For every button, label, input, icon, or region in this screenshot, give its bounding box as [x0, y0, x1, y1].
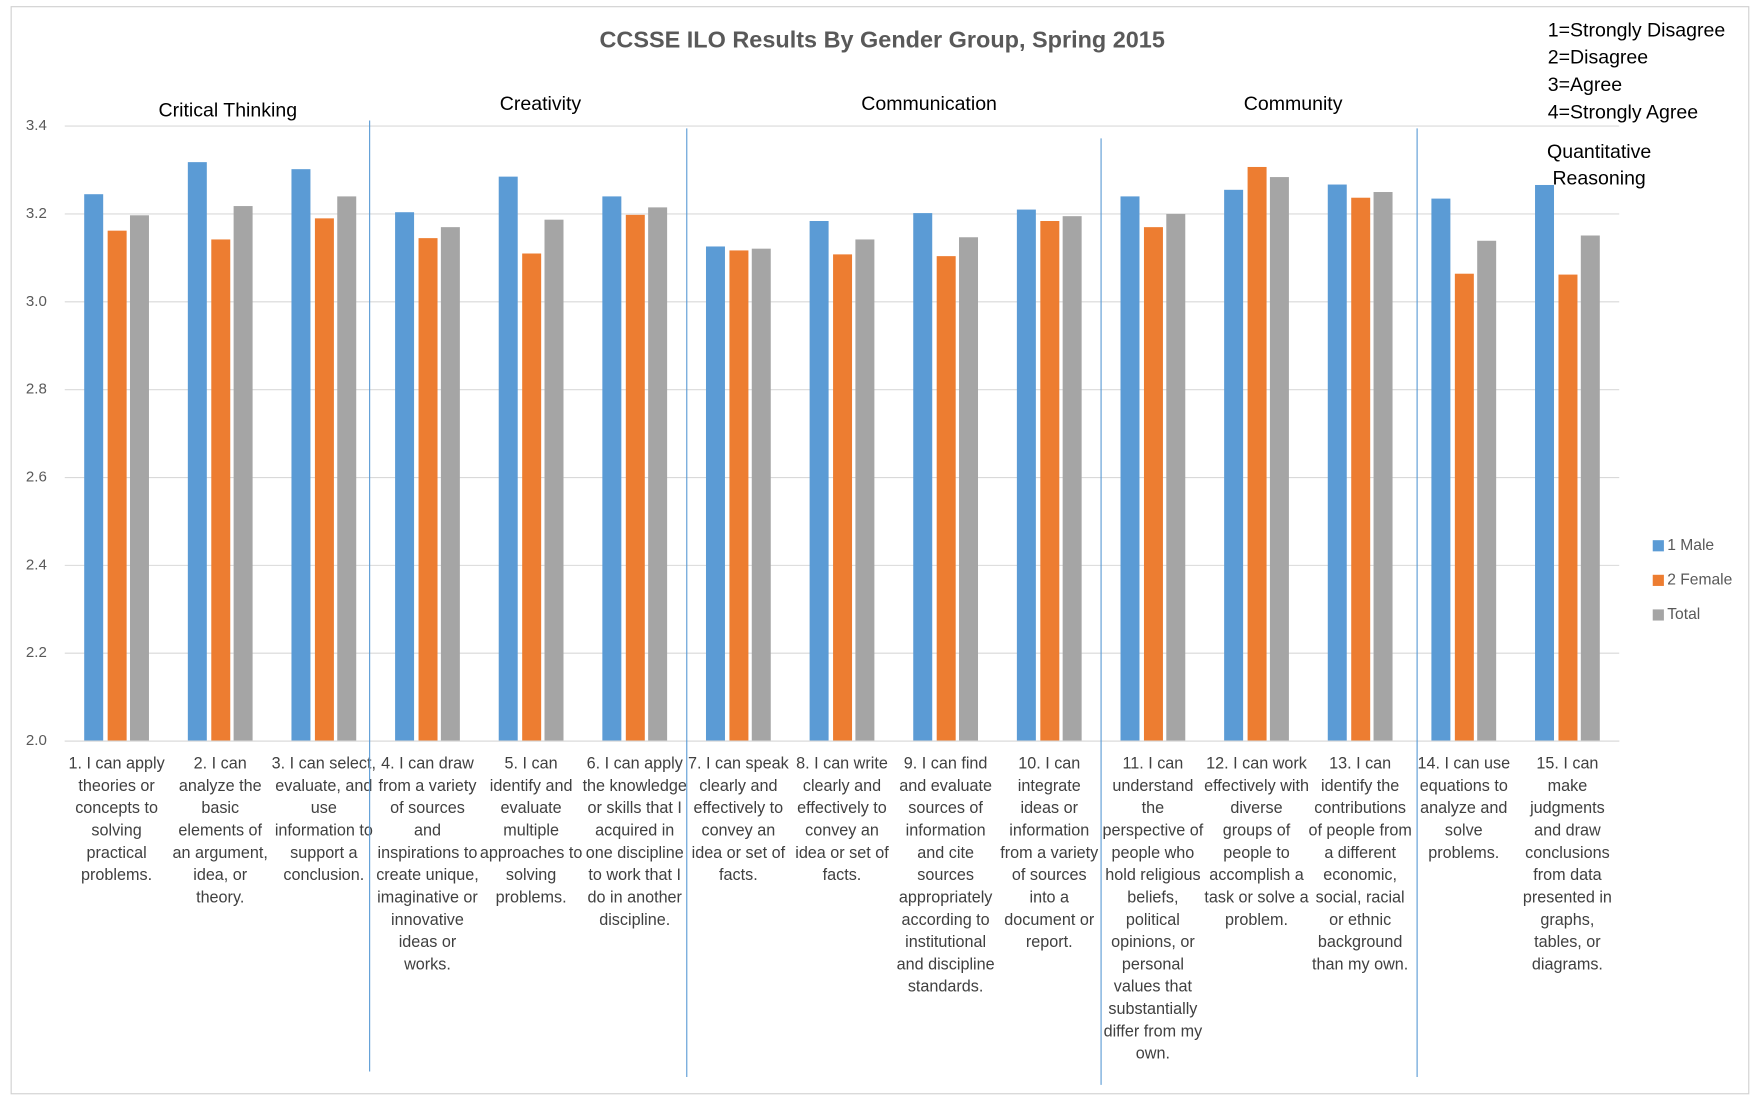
scale-note: 1=Strongly Disagree [1548, 19, 1725, 41]
bar [522, 253, 542, 742]
scale-note: 4=Strongly Agree [1548, 101, 1698, 123]
legend-label: Total [1667, 606, 1700, 623]
y-tick-label: 2.2 [26, 644, 47, 661]
bar [705, 246, 725, 742]
y-tick-label: 2.0 [26, 732, 47, 749]
bar [1269, 177, 1289, 742]
x-tick-label: 3. I can select, evaluate, and use informat… [272, 755, 376, 885]
bar [648, 207, 668, 742]
group-label: Communication [861, 93, 997, 115]
bar [1454, 273, 1474, 742]
bar [913, 213, 933, 742]
x-tick-label: 4. I can draw from a variety of sources and… [376, 755, 479, 974]
x-tick-label: 11. I can understand the perspective of peop… [1103, 755, 1204, 1063]
legend-label: 2 Female [1667, 571, 1732, 588]
bar [809, 220, 829, 742]
bar [1224, 189, 1244, 742]
bar [1327, 184, 1347, 742]
y-tick-label: 3.2 [26, 205, 47, 222]
group-label: Creativity [500, 93, 582, 115]
bar [1062, 216, 1082, 742]
x-tick-label: 10. I can integrate ideas or information fro… [1000, 755, 1099, 952]
bar [751, 248, 771, 742]
chart-title: CCSSE ILO Results By Gender Group, Sprin… [599, 26, 1164, 52]
bar [498, 176, 518, 742]
bar [1535, 184, 1555, 742]
bar [84, 194, 104, 742]
x-tick-label: 7. I can speak clearly and effectively to c… [688, 755, 790, 885]
bar [1247, 166, 1267, 742]
scale-note: 3=Agree [1548, 74, 1622, 96]
bar [107, 230, 127, 742]
bar [1040, 220, 1060, 742]
y-tick-label: 3.0 [26, 293, 47, 310]
bar [1558, 274, 1578, 742]
x-tick-label: 6. I can apply the knowledge or skills tha… [583, 755, 687, 929]
bar [1143, 227, 1163, 742]
bar [936, 256, 956, 742]
bar [440, 227, 460, 742]
bar [1120, 196, 1140, 742]
bar [1580, 235, 1600, 742]
x-tick-label: 14. I can use equations to analyze and solv… [1417, 755, 1510, 862]
y-tick-label: 3.4 [26, 117, 47, 134]
group-label: Critical Thinking [159, 100, 298, 122]
bar [187, 162, 207, 742]
x-tick-label: 8. I can write clearly and effectively to c… [795, 755, 889, 885]
y-tick-label: 2.6 [26, 469, 47, 486]
bar [1431, 198, 1451, 742]
bar [544, 219, 564, 742]
x-tick-label: 1. I can apply theories or concepts to solv… [68, 755, 165, 885]
bar [1477, 240, 1497, 742]
bar [314, 218, 334, 742]
legend-label: 1 Male [1667, 537, 1714, 554]
x-tick-label: 13. I can identify the contributions of peo… [1308, 755, 1411, 974]
group-label: Quantitative Reasoning [1547, 141, 1651, 190]
y-tick-label: 2.8 [26, 381, 47, 398]
bar [395, 212, 415, 742]
bar [211, 239, 231, 742]
x-tick-label: 2. I can analyze the basic elements of an ar… [173, 755, 268, 907]
bar [233, 206, 253, 742]
legend-swatch [1652, 609, 1664, 621]
legend-swatch [1652, 540, 1664, 552]
bar [959, 237, 979, 742]
bar [729, 250, 749, 742]
scale-note: 2=Disagree [1548, 47, 1648, 69]
bar [1351, 197, 1371, 742]
x-tick-label: 9. I can find and evaluate sources of infor… [897, 755, 995, 996]
y-tick-label: 2.4 [26, 556, 47, 573]
legend-swatch [1652, 574, 1664, 586]
x-tick-label: 5. I can identify and evaluate multiple appr… [480, 755, 583, 907]
group-label: Community [1244, 93, 1343, 115]
bar [129, 215, 149, 742]
bar [291, 169, 311, 742]
bar [855, 239, 875, 742]
bar [1166, 213, 1186, 742]
x-tick-label: 12. I can work effectively with diverse gro… [1204, 755, 1309, 929]
bar [625, 214, 645, 742]
bar [337, 196, 357, 742]
x-tick-label: 15. I can make judgments and draw conclusion… [1523, 755, 1612, 974]
bar [833, 254, 853, 742]
bar [1016, 209, 1036, 742]
bar [418, 238, 438, 742]
bar [602, 196, 622, 742]
bar [1373, 192, 1393, 742]
